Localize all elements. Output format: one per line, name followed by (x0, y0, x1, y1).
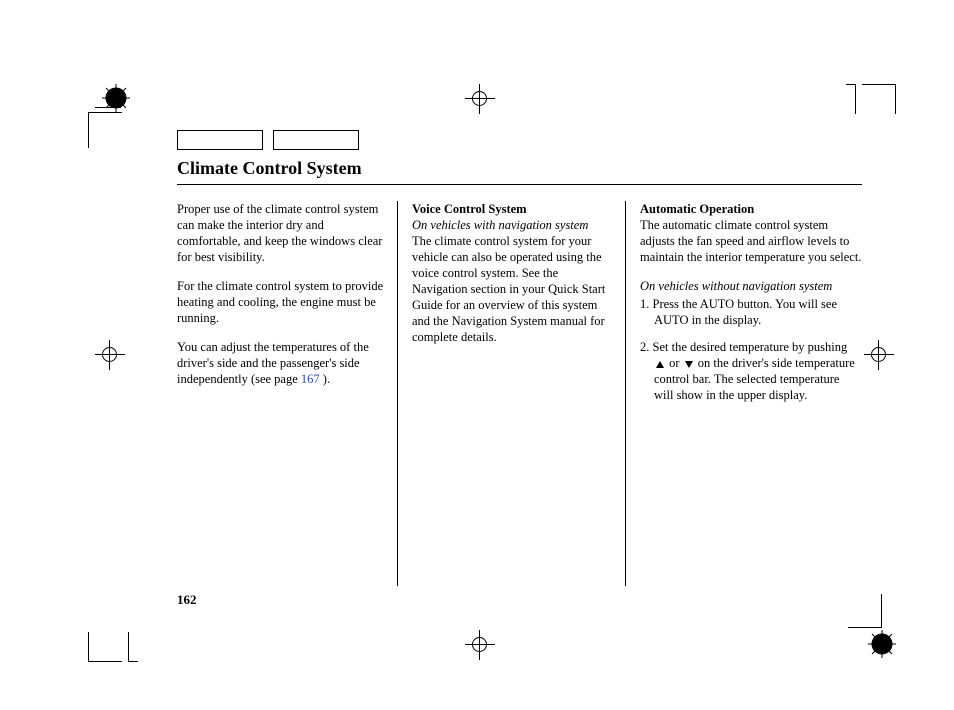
column-1: Proper use of the climate control system… (177, 201, 397, 586)
crosshair-icon (465, 630, 495, 660)
crosshair-icon (465, 84, 495, 114)
body-text: You can adjust the temperatures of the d… (177, 339, 385, 387)
body-text: For the climate control system to provid… (177, 278, 385, 326)
section-heading: Automatic Operation (640, 201, 862, 217)
crosshair-icon (864, 340, 894, 370)
body-text: 2. Set the desired temperature by pushin… (640, 340, 847, 354)
list-item: 1. Press the AUTO button. You will see A… (640, 296, 862, 328)
column-2: Voice Control System On vehicles with na… (397, 201, 625, 586)
page-content: Climate Control System Proper use of the… (177, 158, 862, 586)
crosshair-icon (95, 340, 125, 370)
body-text: The climate control system for your vehi… (412, 233, 613, 345)
crop-mark-icon (88, 632, 122, 662)
section-heading: Voice Control System (412, 201, 613, 217)
body-text: The automatic climate control system adj… (640, 217, 862, 265)
section-note: On vehicles without navigation system (640, 278, 862, 294)
column-3: Automatic Operation The automatic climat… (625, 201, 862, 586)
crop-mark-icon (846, 84, 856, 114)
crop-mark-icon (88, 112, 122, 148)
header-placeholder-boxes (177, 130, 359, 150)
registration-starburst-icon (868, 630, 896, 658)
body-text: Proper use of the climate control system… (177, 201, 385, 265)
body-text: or (666, 356, 683, 370)
page-number: 162 (177, 592, 197, 608)
down-arrow-icon (685, 361, 693, 368)
page-title: Climate Control System (177, 158, 862, 185)
body-text: You can adjust the temperatures of the d… (177, 340, 369, 386)
section-note: On vehicles with navigation system (412, 217, 613, 233)
crop-mark-icon (848, 594, 882, 628)
crop-mark-icon (862, 84, 896, 114)
content-columns: Proper use of the climate control system… (177, 201, 862, 586)
crop-mark-icon (128, 632, 138, 662)
page-reference-link[interactable]: 167 (301, 372, 320, 386)
list-item: 2. Set the desired temperature by pushin… (640, 339, 862, 403)
up-arrow-icon (656, 361, 664, 368)
body-text: ). (320, 372, 330, 386)
